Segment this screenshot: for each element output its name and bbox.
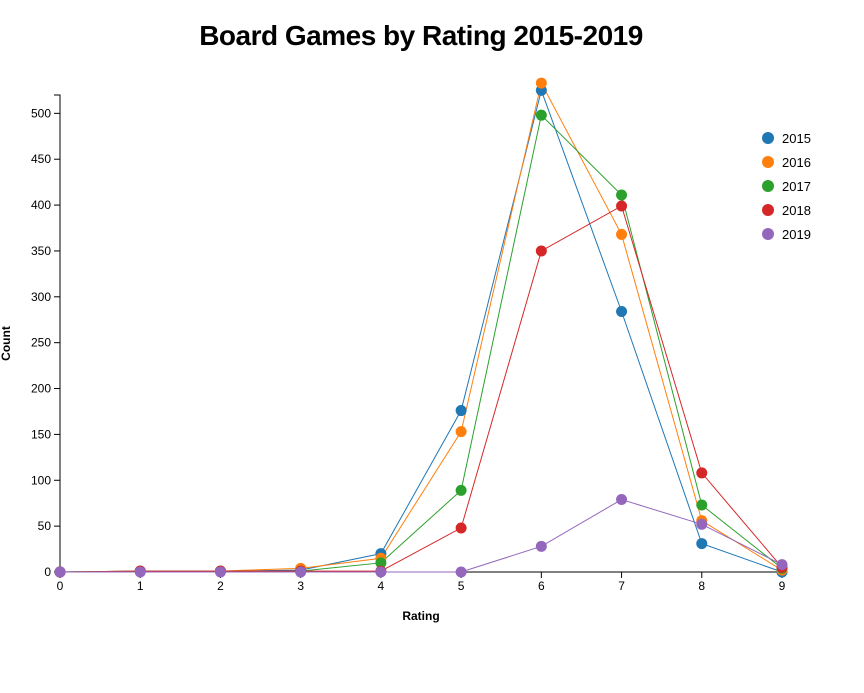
data-point-2016 <box>455 426 467 438</box>
legend-marker-2018 <box>762 204 774 216</box>
x-tick-label: 1 <box>137 579 144 593</box>
data-point-2017 <box>535 109 547 121</box>
series-line-2016 <box>59 81 783 573</box>
data-point-2016 <box>616 228 628 240</box>
data-point-2015 <box>696 538 708 550</box>
series-line-2015 <box>59 88 783 573</box>
y-tick-label: 400 <box>31 198 51 212</box>
data-point-2018 <box>616 200 628 212</box>
data-point-2015 <box>455 405 467 417</box>
series-points <box>54 77 788 578</box>
data-point-2019 <box>535 540 547 552</box>
data-point-2017 <box>455 484 467 496</box>
legend-marker-2015 <box>762 132 774 144</box>
series-line-2018 <box>59 205 783 573</box>
axes: 0 1 2 3 4 5 6 7 8 9 0 50 100 150 200 250 300 350 400 450 500 <box>31 94 786 593</box>
data-point-2016 <box>535 77 547 89</box>
y-tick-label: 0 <box>44 565 51 579</box>
data-point-2017 <box>696 499 708 511</box>
data-point-2019 <box>616 494 628 506</box>
data-point-2019 <box>214 566 226 578</box>
y-tick-label: 50 <box>38 519 52 533</box>
legend-label-2015: 2015 <box>782 131 811 146</box>
series-line-2017 <box>59 114 783 573</box>
data-point-2017 <box>616 189 628 201</box>
data-point-2018 <box>455 522 467 534</box>
y-tick-label: 100 <box>31 473 51 487</box>
series-line-2019 <box>60 498 783 573</box>
data-point-2019 <box>776 559 788 571</box>
legend: 2015 2016 2017 2018 2019 <box>762 131 811 242</box>
legend-label-2018: 2018 <box>782 203 811 218</box>
data-point-2015 <box>616 305 628 317</box>
legend-label-2016: 2016 <box>782 155 811 170</box>
legend-marker-2017 <box>762 180 774 192</box>
y-tick-label: 300 <box>31 290 51 304</box>
x-tick-label: 2 <box>217 579 224 593</box>
x-tick-label: 8 <box>698 579 705 593</box>
data-point-2019 <box>134 566 146 578</box>
x-tick-label: 6 <box>538 579 545 593</box>
y-axis-label: Count <box>0 326 13 361</box>
x-tick-label: 9 <box>779 579 786 593</box>
y-tick-label: 500 <box>31 106 51 120</box>
y-tick-label: 350 <box>31 244 51 258</box>
data-point-2018 <box>696 467 708 479</box>
data-point-2019 <box>54 566 66 578</box>
x-axis-label: Rating <box>402 609 439 623</box>
y-tick-label: 150 <box>31 427 51 441</box>
data-point-2017 <box>375 557 387 569</box>
x-tick-label: 3 <box>297 579 304 593</box>
x-tick-label: 0 <box>57 579 64 593</box>
data-point-2019 <box>375 566 387 578</box>
series-lines <box>59 81 783 573</box>
y-tick-label: 250 <box>31 336 51 350</box>
data-point-2019 <box>696 518 708 530</box>
x-tick-label: 5 <box>458 579 465 593</box>
y-tick-label: 450 <box>31 152 51 166</box>
legend-label-2019: 2019 <box>782 227 811 242</box>
data-point-2018 <box>535 245 547 257</box>
legend-label-2017: 2017 <box>782 179 811 194</box>
x-tick-label: 4 <box>378 579 385 593</box>
data-point-2019 <box>295 566 307 578</box>
data-point-2019 <box>455 566 467 578</box>
y-tick-label: 200 <box>31 382 51 396</box>
legend-marker-2019 <box>762 228 774 240</box>
legend-marker-2016 <box>762 156 774 168</box>
y-axis-line <box>54 94 61 573</box>
x-tick-label: 7 <box>618 579 625 593</box>
chart-title: Board Games by Rating 2015-2019 <box>199 20 643 51</box>
